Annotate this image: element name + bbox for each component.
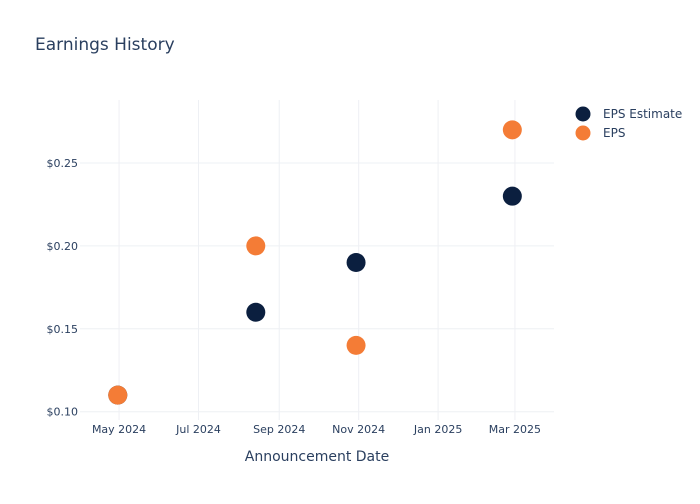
legend-label[interactable]: EPS Estimate xyxy=(603,107,682,121)
marker-eps[interactable] xyxy=(502,120,522,140)
marker-eps-estimate[interactable] xyxy=(346,252,366,272)
x-tick-label: Mar 2025 xyxy=(489,423,541,436)
x-tick-label: Jul 2024 xyxy=(175,423,221,436)
marker-layer xyxy=(108,120,522,405)
y-tick-label: $0.20 xyxy=(47,240,79,253)
legend-marker[interactable] xyxy=(575,106,591,122)
x-axis-title: Announcement Date xyxy=(245,449,389,465)
y-tick-label: $0.15 xyxy=(47,323,79,336)
y-tick-label: $0.25 xyxy=(47,157,79,170)
x-tick-label: May 2024 xyxy=(92,423,146,436)
legend-label[interactable]: EPS xyxy=(603,126,625,140)
x-tick-label: Nov 2024 xyxy=(332,423,385,436)
marker-eps-estimate[interactable] xyxy=(502,186,522,206)
x-tick-label: Sep 2024 xyxy=(253,423,305,436)
grid-layer xyxy=(80,100,554,420)
marker-eps[interactable] xyxy=(108,385,128,405)
chart-title: Earnings History xyxy=(35,35,175,55)
y-tick-label: $0.10 xyxy=(47,406,79,419)
tick-label-layer: May 2024 Jul 2024 Sep 2024 Nov 2024 Jan 2025… xyxy=(47,157,542,436)
x-tick-label: Jan 2025 xyxy=(413,423,462,436)
marker-eps[interactable] xyxy=(246,236,266,256)
marker-eps[interactable] xyxy=(346,335,366,355)
marker-eps-estimate[interactable] xyxy=(246,302,266,322)
legend: EPS Estimate EPS xyxy=(575,106,682,141)
legend-marker[interactable] xyxy=(575,125,591,141)
